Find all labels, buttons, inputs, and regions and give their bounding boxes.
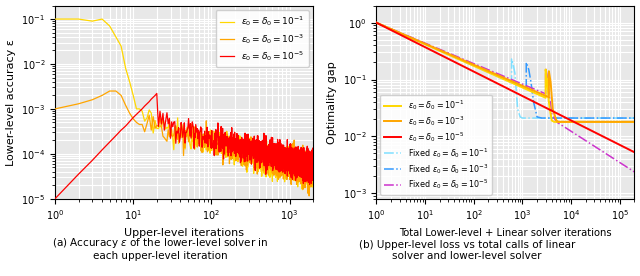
$\varepsilon_0 = \delta_0 = 10^{-1}$ — [285, 166, 292, 169]
$\varepsilon_0 = \delta_0 = 10^{-5}$ — [456, 63, 464, 67]
$\varepsilon_0 = \delta_0 = 10^{-1}$ — [426, 45, 434, 48]
$\varepsilon_0 = \delta_0 = 10^{-5}$ — [209, 144, 216, 147]
Line: $\varepsilon_0 = \delta_0 = 10^{-3}$: $\varepsilon_0 = \delta_0 = 10^{-3}$ — [376, 23, 634, 122]
$\varepsilon_0 = \delta_0 = 10^{-5}$ — [308, 165, 316, 169]
$\varepsilon_0 = \delta_0 = 10^{-3}$ — [509, 80, 516, 83]
$\varepsilon_0 = \delta_0 = 10^{-3}$ — [308, 177, 316, 180]
Fixed $\varepsilon_0 = \delta_0 = 10^{-5}$ — [564, 128, 572, 131]
$\varepsilon_0 = \delta_0 = 10^{-3}$ — [602, 120, 609, 123]
$\varepsilon_0 = \delta_0 = 10^{-5}$ — [301, 158, 309, 161]
Fixed $\varepsilon_0 = \delta_0 = 10^{-5}$ — [392, 29, 400, 33]
Line: $\varepsilon_0 = \delta_0 = 10^{-5}$: $\varepsilon_0 = \delta_0 = 10^{-5}$ — [376, 23, 634, 152]
$\varepsilon_0 = \delta_0 = 10^{-3}$ — [308, 172, 316, 176]
$\varepsilon_0 = \delta_0 = 10^{-5}$ — [309, 166, 317, 169]
Legend: $\varepsilon_0 = \delta_0 = 10^{-1}$, $\varepsilon_0 = \delta_0 = 10^{-3}$, $\va: $\varepsilon_0 = \delta_0 = 10^{-1}$, $\… — [216, 10, 308, 67]
X-axis label: Total Lower-level + Linear solver iterations: Total Lower-level + Linear solver iterat… — [399, 228, 612, 238]
Fixed $\varepsilon_0 = \delta_0 = 10^{-5}$ — [453, 55, 461, 58]
X-axis label: Upper-level iterations: Upper-level iterations — [124, 228, 244, 238]
$\varepsilon_0 = \delta_0 = 10^{-3}$ — [283, 152, 291, 155]
Fixed $\varepsilon_0 = \delta_0 = 10^{-3}$ — [470, 63, 478, 67]
Line: Fixed $\varepsilon_0 = \delta_0 = 10^{-3}$: Fixed $\varepsilon_0 = \delta_0 = 10^{-3… — [376, 23, 634, 118]
$\varepsilon_0 = \delta_0 = 10^{-3}$ — [285, 174, 292, 178]
$\varepsilon_0 = \delta_0 = 10^{-3}$ — [301, 167, 309, 171]
$\varepsilon_0 = \delta_0 = 10^{-1}$ — [402, 34, 410, 37]
Fixed $\varepsilon_0 = \delta_0 = 10^{-1}$ — [435, 49, 443, 52]
$\varepsilon_0 = \delta_0 = 10^{-5}$ — [559, 115, 566, 118]
$\varepsilon_0 = \delta_0 = 10^{-1}$ — [604, 120, 612, 123]
Fixed $\varepsilon_0 = \delta_0 = 10^{-3}$ — [484, 69, 492, 73]
Legend: $\varepsilon_0 = \delta_0 = 10^{-1}$, $\varepsilon_0 = \delta_0 = 10^{-3}$, $\va: $\varepsilon_0 = \delta_0 = 10^{-1}$, $\… — [380, 95, 492, 195]
$\varepsilon_0 = \delta_0 = 10^{-5}$ — [630, 151, 638, 154]
Fixed $\varepsilon_0 = \delta_0 = 10^{-5}$ — [372, 21, 380, 24]
$\varepsilon_0 = \delta_0 = 10^{-3}$ — [51, 107, 59, 111]
$\varepsilon_0 = \delta_0 = 10^{-3}$ — [555, 120, 563, 123]
$\varepsilon_0 = \delta_0 = 10^{-3}$ — [106, 89, 113, 93]
Line: $\varepsilon_0 = \delta_0 = 10^{-1}$: $\varepsilon_0 = \delta_0 = 10^{-1}$ — [376, 23, 634, 122]
$\varepsilon_0 = \delta_0 = 10^{-3}$ — [428, 45, 435, 48]
Fixed $\varepsilon_0 = \delta_0 = 10^{-1}$ — [447, 54, 454, 57]
Text: (a) Accuracy $\epsilon$ of the lower-level solver in
each upper-level iteration: (a) Accuracy $\epsilon$ of the lower-lev… — [52, 236, 268, 261]
$\varepsilon_0 = \delta_0 = 10^{-1}$ — [299, 188, 307, 191]
Text: (b) Upper-level loss vs total calls of linear
solver and lower-level solver: (b) Upper-level loss vs total calls of l… — [359, 240, 575, 261]
$\varepsilon_0 = \delta_0 = 10^{-3}$ — [305, 194, 313, 198]
Fixed $\varepsilon_0 = \delta_0 = 10^{-1}$ — [372, 21, 380, 24]
$\varepsilon_0 = \delta_0 = 10^{-1}$ — [600, 120, 607, 123]
$\varepsilon_0 = \delta_0 = 10^{-1}$ — [550, 120, 558, 123]
Y-axis label: Optimality gap: Optimality gap — [327, 61, 337, 144]
$\varepsilon_0 = \delta_0 = 10^{-5}$ — [404, 37, 412, 40]
$\varepsilon_0 = \delta_0 = 10^{-3}$ — [403, 34, 410, 37]
Fixed $\varepsilon_0 = \delta_0 = 10^{-5}$ — [617, 162, 625, 165]
$\varepsilon_0 = \delta_0 = 10^{-1}$ — [372, 21, 380, 24]
$\varepsilon_0 = \delta_0 = 10^{-1}$ — [308, 164, 316, 167]
$\varepsilon_0 = \delta_0 = 10^{-3}$ — [309, 166, 317, 170]
$\varepsilon_0 = \delta_0 = 10^{-3}$ — [605, 120, 613, 123]
$\varepsilon_0 = \delta_0 = 10^{-3}$ — [209, 129, 216, 132]
$\varepsilon_0 = \delta_0 = 10^{-1}$ — [308, 166, 316, 170]
$\varepsilon_0 = \delta_0 = 10^{-1}$ — [309, 171, 317, 174]
$\varepsilon_0 = \delta_0 = 10^{-3}$ — [630, 120, 638, 123]
Fixed $\varepsilon_0 = \delta_0 = 10^{-5}$ — [417, 40, 424, 43]
Fixed $\varepsilon_0 = \delta_0 = 10^{-3}$ — [499, 76, 507, 79]
Fixed $\varepsilon_0 = \delta_0 = 10^{-5}$ — [630, 170, 638, 174]
$\varepsilon_0 = \delta_0 = 10^{-5}$ — [475, 72, 483, 76]
Fixed $\varepsilon_0 = \delta_0 = 10^{-3}$ — [372, 21, 380, 24]
$\varepsilon_0 = \delta_0 = 10^{-1}$ — [506, 80, 514, 84]
Fixed $\varepsilon_0 = \delta_0 = 10^{-1}$ — [630, 116, 638, 120]
$\varepsilon_0 = \delta_0 = 10^{-5}$ — [535, 102, 543, 106]
$\varepsilon_0 = \delta_0 = 10^{-5}$ — [372, 21, 380, 24]
Fixed $\varepsilon_0 = \delta_0 = 10^{-3}$ — [453, 56, 461, 59]
Fixed $\varepsilon_0 = \delta_0 = 10^{-3}$ — [587, 116, 595, 120]
$\varepsilon_0 = \delta_0 = 10^{-5}$ — [153, 92, 161, 95]
$\varepsilon_0 = \delta_0 = 10^{-1}$ — [385, 27, 393, 30]
Fixed $\varepsilon_0 = \delta_0 = 10^{-1}$ — [518, 116, 526, 120]
Fixed $\varepsilon_0 = \delta_0 = 10^{-1}$ — [497, 76, 504, 79]
$\varepsilon_0 = \delta_0 = 10^{-1}$ — [630, 120, 638, 123]
Fixed $\varepsilon_0 = \delta_0 = 10^{-5}$ — [615, 160, 623, 164]
Fixed $\varepsilon_0 = \delta_0 = 10^{-1}$ — [396, 31, 404, 35]
Fixed $\varepsilon_0 = \delta_0 = 10^{-3}$ — [630, 116, 638, 120]
$\varepsilon_0 = \delta_0 = 10^{-5}$ — [308, 178, 316, 182]
Fixed $\varepsilon_0 = \delta_0 = 10^{-1}$ — [495, 75, 503, 79]
$\varepsilon_0 = \delta_0 = 10^{-1}$ — [283, 171, 291, 174]
$\varepsilon_0 = \delta_0 = 10^{-3}$ — [372, 21, 380, 24]
$\varepsilon_0 = \delta_0 = 10^{-5}$ — [51, 197, 59, 200]
Line: Fixed $\varepsilon_0 = \delta_0 = 10^{-5}$: Fixed $\varepsilon_0 = \delta_0 = 10^{-5… — [376, 23, 634, 172]
$\varepsilon_0 = \delta_0 = 10^{-1}$ — [301, 161, 309, 165]
$\varepsilon_0 = \delta_0 = 10^{-5}$ — [285, 147, 292, 150]
Line: Fixed $\varepsilon_0 = \delta_0 = 10^{-1}$: Fixed $\varepsilon_0 = \delta_0 = 10^{-1… — [376, 23, 634, 118]
Fixed $\varepsilon_0 = \delta_0 = 10^{-3}$ — [538, 116, 546, 120]
$\varepsilon_0 = \delta_0 = 10^{-1}$ — [51, 17, 59, 21]
Line: $\varepsilon_0 = \delta_0 = 10^{-5}$: $\varepsilon_0 = \delta_0 = 10^{-5}$ — [55, 94, 313, 199]
$\varepsilon_0 = \delta_0 = 10^{-5}$ — [560, 115, 568, 118]
$\varepsilon_0 = \delta_0 = 10^{-5}$ — [283, 168, 291, 171]
Y-axis label: Lower-level accuracy ε: Lower-level accuracy ε — [6, 39, 15, 166]
Fixed $\varepsilon_0 = \delta_0 = 10^{-1}$ — [468, 64, 476, 67]
Line: $\varepsilon_0 = \delta_0 = 10^{-3}$: $\varepsilon_0 = \delta_0 = 10^{-3}$ — [55, 91, 313, 196]
Fixed $\varepsilon_0 = \delta_0 = 10^{-3}$ — [467, 62, 475, 65]
Line: $\varepsilon_0 = \delta_0 = 10^{-1}$: $\varepsilon_0 = \delta_0 = 10^{-1}$ — [55, 19, 313, 190]
$\varepsilon_0 = \delta_0 = 10^{-1}$ — [209, 144, 216, 148]
$\varepsilon_0 = \delta_0 = 10^{-3}$ — [386, 27, 394, 30]
